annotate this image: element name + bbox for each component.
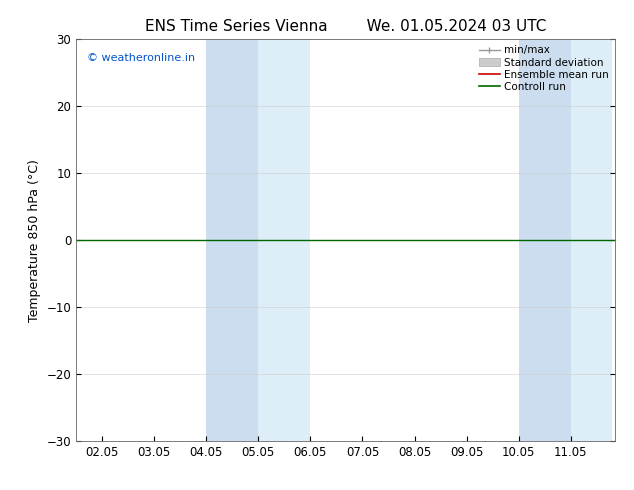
Legend: min/max, Standard deviation, Ensemble mean run, Controll run: min/max, Standard deviation, Ensemble me… [475,41,613,96]
Bar [571,39,612,441]
Bar [519,39,571,441]
Bar [206,39,258,441]
Bar [258,39,311,441]
Title: ENS Time Series Vienna        We. 01.05.2024 03 UTC: ENS Time Series Vienna We. 01.05.2024 03… [145,19,547,34]
Text: © weatheronline.in: © weatheronline.in [87,53,195,63]
Y-axis label: Temperature 850 hPa (°C): Temperature 850 hPa (°C) [28,159,41,321]
